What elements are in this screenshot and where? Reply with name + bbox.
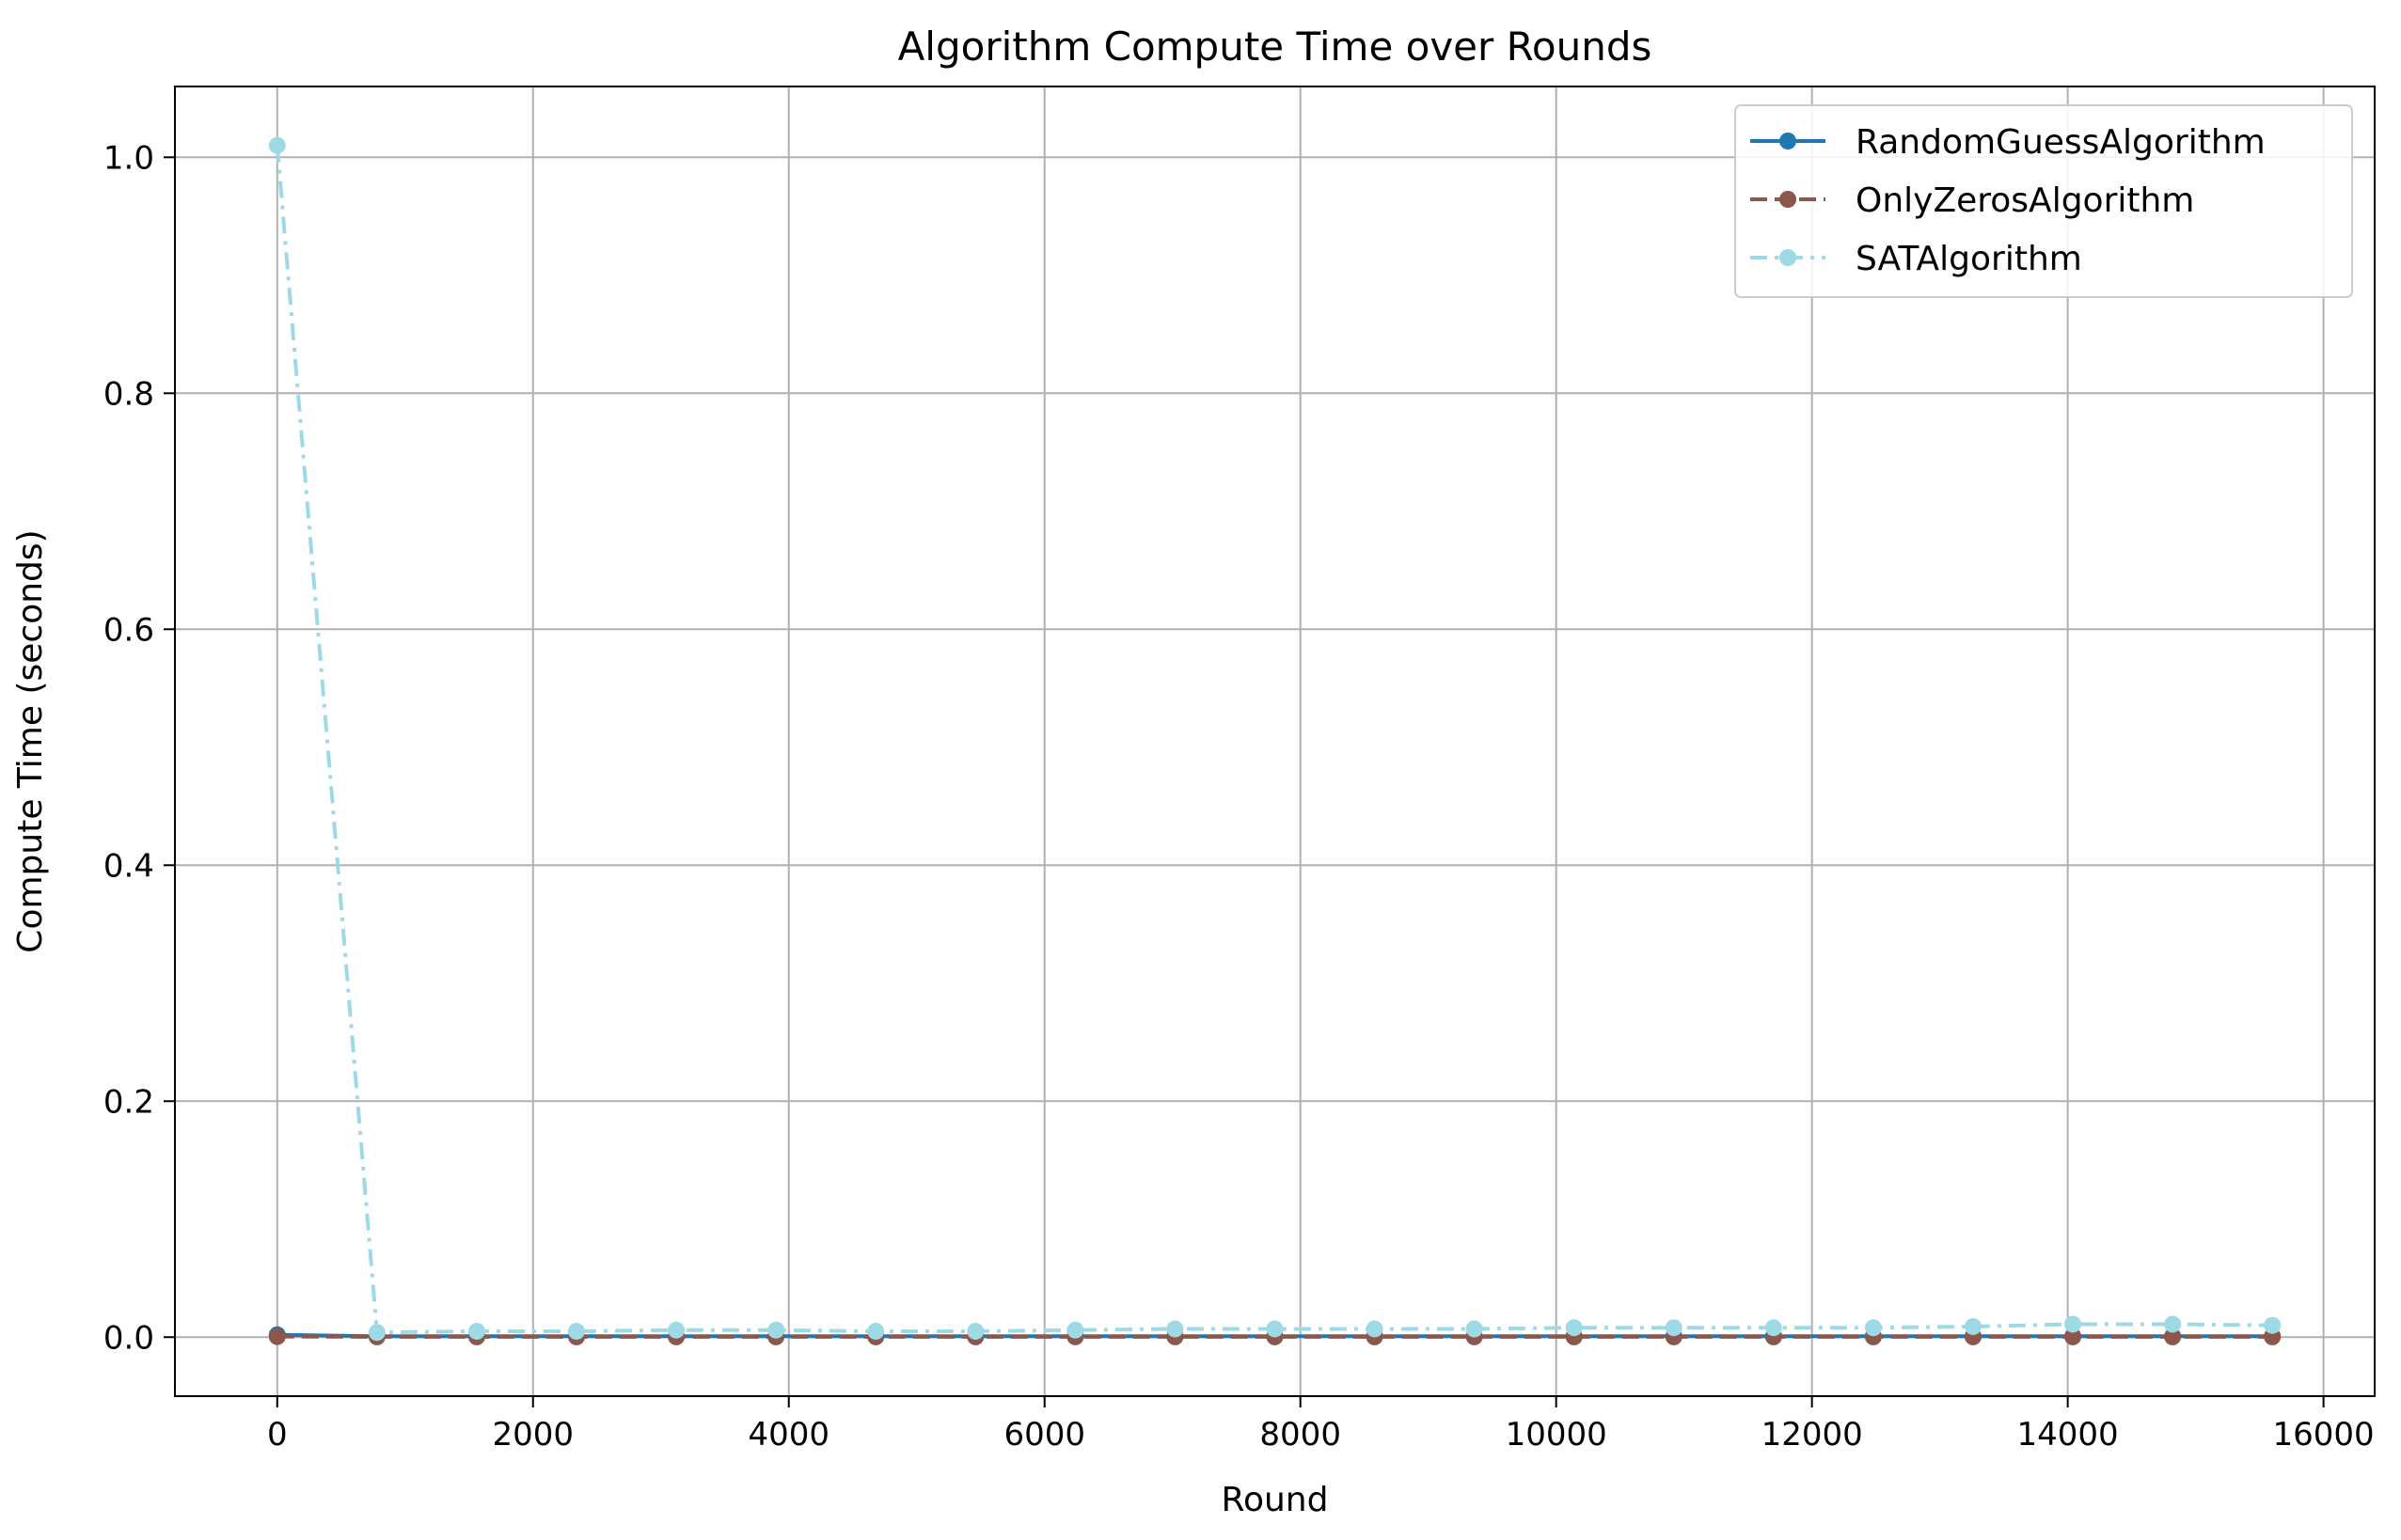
data-point xyxy=(2164,1315,2182,1333)
data-point xyxy=(1066,1321,1084,1339)
legend-label: SATAlgorithm xyxy=(1856,240,2082,278)
data-point xyxy=(967,1322,985,1340)
data-point xyxy=(767,1321,785,1339)
data-point xyxy=(1565,1319,1583,1337)
data-point xyxy=(1764,1319,1782,1337)
data-point xyxy=(2264,1316,2282,1334)
legend-marker xyxy=(1779,191,1796,208)
x-tick-label: 10000 xyxy=(1506,1416,1607,1454)
series-SATAlgorithm xyxy=(268,136,2282,1342)
data-point xyxy=(2064,1328,2082,1345)
legend-label: OnlyZerosAlgorithm xyxy=(1856,181,2194,220)
data-point xyxy=(268,1328,286,1345)
x-tick-label: 12000 xyxy=(1761,1416,1863,1454)
data-point xyxy=(1266,1320,1284,1338)
y-axis-label: Compute Time (seconds) xyxy=(11,529,50,952)
legend-item: RandomGuessAlgorithm xyxy=(1750,123,2266,162)
data-point xyxy=(668,1321,686,1339)
x-axis: 0 2000 4000 6000 8000 10000 12000 14000 16000 xyxy=(267,1396,2375,1454)
data-point xyxy=(1964,1317,1982,1335)
x-tick-label: 4000 xyxy=(748,1416,829,1454)
legend-item: OnlyZerosAlgorithm xyxy=(1750,181,2194,220)
data-point xyxy=(1465,1320,1483,1338)
legend-item: SATAlgorithm xyxy=(1750,240,2082,278)
data-point xyxy=(867,1322,885,1340)
y-tick-label: 1.0 xyxy=(103,139,154,177)
x-tick-label: 8000 xyxy=(1259,1416,1341,1454)
data-point xyxy=(1166,1320,1184,1338)
legend-marker xyxy=(1779,133,1796,149)
x-tick-label: 16000 xyxy=(2273,1416,2375,1454)
legend-frame xyxy=(1734,104,2353,298)
legend-label: RandomGuessAlgorithm xyxy=(1856,123,2266,162)
y-tick-label: 0.2 xyxy=(103,1083,154,1121)
data-point xyxy=(2164,1328,2182,1345)
x-tick-label: 2000 xyxy=(493,1416,575,1454)
legend: RandomGuessAlgorithm OnlyZerosAlgorithm SA… xyxy=(1734,104,2353,298)
chart-title: Algorithm Compute Time over Rounds xyxy=(898,24,1652,70)
data-point xyxy=(568,1322,586,1340)
x-axis-label: Round xyxy=(1222,1481,1329,1519)
plot-frame xyxy=(174,86,2376,1397)
data-point xyxy=(1864,1319,1882,1337)
x-tick-label: 14000 xyxy=(2017,1416,2119,1454)
data-point xyxy=(1366,1320,1383,1338)
data-point xyxy=(467,1322,485,1340)
data-point xyxy=(1665,1319,1682,1337)
data-point xyxy=(368,1324,386,1342)
y-tick-label: 0.6 xyxy=(103,611,154,649)
x-tick-label: 6000 xyxy=(1003,1416,1085,1454)
y-axis: 0.0 0.2 0.4 0.6 0.8 1.0 xyxy=(103,139,175,1357)
y-tick-label: 0.8 xyxy=(103,375,154,413)
legend-marker xyxy=(1779,249,1796,266)
data-point xyxy=(2064,1315,2082,1333)
y-tick-label: 0.0 xyxy=(103,1319,154,1357)
y-tick-label: 0.4 xyxy=(103,847,154,885)
x-tick-label: 0 xyxy=(267,1416,288,1454)
series-layer xyxy=(268,136,2282,1345)
data-point xyxy=(268,136,286,154)
